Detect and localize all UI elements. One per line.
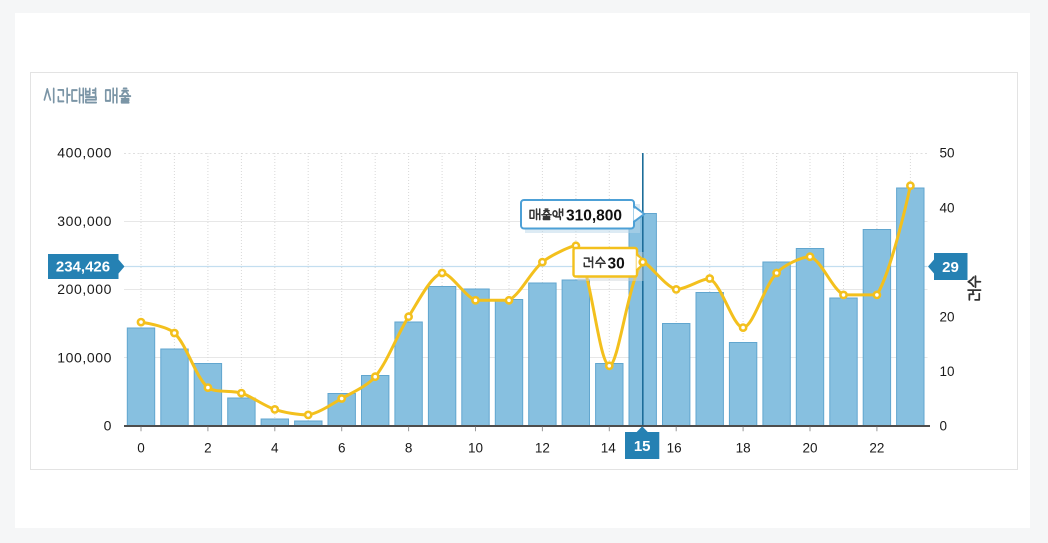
svg-text:40: 40 <box>940 200 955 215</box>
svg-text:2: 2 <box>204 441 212 456</box>
svg-text:20: 20 <box>940 309 955 324</box>
svg-text:8: 8 <box>405 441 413 456</box>
svg-text:15: 15 <box>634 438 651 455</box>
svg-text:22: 22 <box>869 441 884 456</box>
svg-text:18: 18 <box>736 441 751 456</box>
svg-text:0: 0 <box>940 419 948 434</box>
svg-text:10: 10 <box>468 441 483 456</box>
svg-text:300,000: 300,000 <box>57 213 112 229</box>
svg-text:50: 50 <box>940 146 955 161</box>
svg-text:0: 0 <box>137 441 145 456</box>
svg-text:200,000: 200,000 <box>57 281 112 297</box>
svg-text:20: 20 <box>802 441 817 456</box>
svg-text:14: 14 <box>601 441 617 456</box>
svg-text:4: 4 <box>271 441 279 456</box>
svg-text:30: 30 <box>608 255 625 272</box>
svg-text:10: 10 <box>940 364 955 379</box>
svg-text:400,000: 400,000 <box>57 145 112 161</box>
svg-text:310,800: 310,800 <box>566 207 622 224</box>
svg-text:12: 12 <box>535 441 550 456</box>
svg-text:6: 6 <box>338 441 346 456</box>
svg-text:16: 16 <box>667 441 682 456</box>
svg-text:100,000: 100,000 <box>57 349 112 365</box>
svg-text:234,426: 234,426 <box>56 259 110 276</box>
svg-text:0: 0 <box>104 418 112 434</box>
svg-text:29: 29 <box>942 259 959 276</box>
